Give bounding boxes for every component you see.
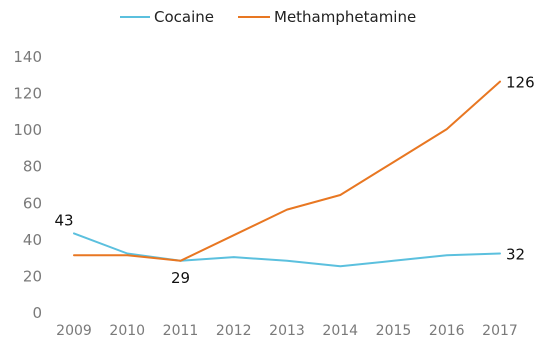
chart-series	[73, 80, 501, 268]
y-tick-label: 120	[13, 85, 42, 103]
y-tick-label: 60	[23, 194, 42, 212]
data-label: 32	[506, 245, 525, 263]
y-tick-label: 100	[13, 121, 42, 139]
legend-label-methamphetamine: Methamphetamine	[274, 8, 416, 26]
y-tick-label: 140	[13, 48, 42, 66]
chart-legend: Cocaine Methamphetamine	[120, 8, 416, 26]
data-labels: 43 29 32 126	[54, 74, 534, 287]
y-tick-label: 40	[23, 231, 42, 249]
series-line-cocaine	[73, 232, 501, 268]
legend-label-cocaine: Cocaine	[154, 8, 214, 26]
x-tick-label: 2013	[269, 323, 305, 339]
data-label: 43	[54, 211, 73, 229]
data-label: 29	[171, 269, 190, 287]
x-tick-label: 2010	[109, 323, 145, 339]
series-line-methamphetamine	[73, 80, 501, 262]
x-tick-label: 2017	[482, 323, 518, 339]
x-axis: 2009 2010 2011 2012 2013 2014 2015 2016 2017	[56, 323, 518, 339]
x-tick-label: 2011	[163, 323, 199, 339]
x-tick-label: 2015	[376, 323, 412, 339]
y-tick-label: 80	[23, 158, 42, 176]
data-label: 126	[506, 74, 534, 92]
y-tick-label: 0	[32, 304, 42, 322]
x-tick-label: 2014	[322, 323, 358, 339]
y-axis: 0 20 40 60 80 100 120 140	[13, 48, 42, 322]
y-tick-label: 20	[23, 267, 42, 285]
x-tick-label: 2012	[216, 323, 252, 339]
x-tick-label: 2009	[56, 323, 92, 339]
x-tick-label: 2016	[429, 323, 465, 339]
